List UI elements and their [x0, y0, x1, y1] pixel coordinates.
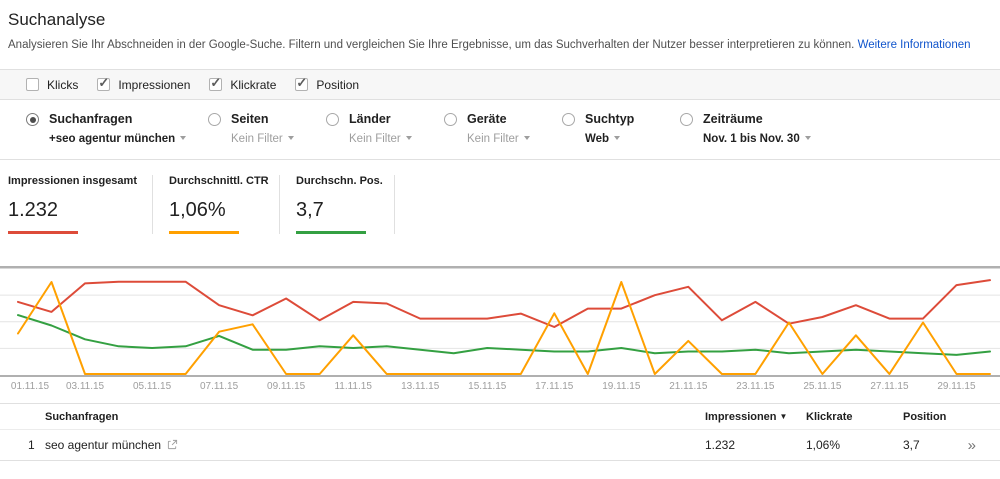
- radio-icon: [680, 113, 693, 126]
- svg-text:13.11.15: 13.11.15: [401, 381, 440, 392]
- dimension-label: Suchtyp: [585, 112, 635, 126]
- dimension-suchanfragen[interactable]: Suchanfragen +seo agentur münchen: [26, 112, 208, 145]
- klicks-checkbox-icon: ✓: [26, 78, 39, 91]
- svg-text:09.11.15: 09.11.15: [267, 381, 306, 392]
- card-label: Durchschn. Pos.: [296, 175, 383, 187]
- dimension-label: Suchanfragen: [49, 112, 133, 126]
- dropdown-arrow-icon: [287, 136, 294, 140]
- card-value: 1.232: [8, 199, 59, 221]
- card-value: 3,7: [296, 199, 324, 221]
- radio-icon: [562, 113, 575, 126]
- row-position: 3,7: [903, 438, 920, 452]
- dimension-filter-value[interactable]: Kein Filter: [349, 133, 412, 145]
- table-header-row: Suchanfragen Impressionen ▼ Klickrate Pos…: [0, 404, 1000, 430]
- external-link-icon[interactable]: [167, 439, 178, 450]
- svg-text:07.11.15: 07.11.15: [200, 381, 239, 392]
- metric-toggle-klickrate[interactable]: ✓ Klickrate: [209, 75, 277, 92]
- page-header: Suchanalyse Analysieren Sie Ihr Abschnei…: [0, 0, 1000, 51]
- metric-label: Klickrate: [230, 77, 277, 92]
- dimension-label: Länder: [349, 112, 391, 126]
- metric-label: Klicks: [47, 77, 79, 92]
- svg-text:15.11.15: 15.11.15: [468, 381, 507, 392]
- dropdown-arrow-icon: [180, 136, 187, 140]
- impressions-column-header[interactable]: Impressionen ▼: [705, 410, 788, 423]
- radio-icon: [26, 113, 39, 126]
- metrics-checkbox-row: ✓ Klicks ✓ Impressionen ✓ Klickrate ✓ Po…: [0, 70, 1000, 100]
- dropdown-arrow-icon: [614, 136, 621, 140]
- page-title: Suchanalyse: [8, 10, 106, 29]
- position-checkbox-icon: ✓: [295, 75, 309, 91]
- dropdown-arrow-icon: [523, 136, 530, 140]
- expand-table-button[interactable]: »: [967, 436, 976, 454]
- query-table: Suchanfragen Impressionen ▼ Klickrate Pos…: [0, 403, 1000, 461]
- dimension-zeitraeume[interactable]: Zeiträume Nov. 1 bis Nov. 30: [680, 112, 811, 145]
- card-color-underline: [169, 231, 239, 234]
- metric-label: Position: [316, 77, 360, 92]
- dimension-label: Geräte: [467, 112, 507, 126]
- svg-text:25.11.15: 25.11.15: [803, 381, 842, 392]
- learn-more-link[interactable]: Weitere Informationen: [857, 39, 971, 51]
- dimension-label: Zeiträume: [703, 112, 763, 126]
- svg-text:01.11.15: 01.11.15: [11, 381, 50, 392]
- metric-toggle-position[interactable]: ✓ Position: [295, 75, 360, 92]
- row-ctr: 1,06%: [806, 438, 841, 452]
- avg-position-card: Durchschn. Pos. 3,7: [296, 175, 395, 234]
- svg-text:23.11.15: 23.11.15: [736, 381, 775, 392]
- svg-text:17.11.15: 17.11.15: [535, 381, 574, 392]
- metric-label: Impressionen: [118, 77, 191, 92]
- dimension-geraete[interactable]: Geräte Kein Filter: [444, 112, 562, 145]
- dimension-filter-value[interactable]: +seo agentur münchen: [49, 133, 187, 145]
- svg-text:19.11.15: 19.11.15: [602, 381, 641, 392]
- svg-text:11.11.15: 11.11.15: [334, 381, 372, 392]
- chart-canvas: 01.11.15 03.11.15 05.11.15 07.11.15 09.11.15…: [0, 266, 1000, 392]
- page-description: Analysieren Sie Ihr Abschneiden in der G…: [8, 39, 992, 51]
- svg-text:27.11.15: 27.11.15: [870, 381, 909, 392]
- dimension-laender[interactable]: Länder Kein Filter: [326, 112, 444, 145]
- radio-icon: [326, 113, 339, 126]
- dimension-filter-value[interactable]: Web: [585, 133, 634, 145]
- radio-icon: [444, 113, 457, 126]
- metric-summary: Impressionen insgesamt 1.232 Durchschnit…: [0, 160, 1000, 234]
- impressions-total-card: Impressionen insgesamt 1.232: [8, 175, 153, 234]
- card-color-underline: [296, 231, 366, 234]
- radio-icon: [208, 113, 221, 126]
- metric-toggle-klicks[interactable]: ✓ Klicks: [26, 78, 78, 92]
- dimension-suchtyp[interactable]: Suchtyp Web: [562, 112, 680, 145]
- svg-text:29.11.15: 29.11.15: [937, 381, 976, 392]
- dimension-filter-value[interactable]: Kein Filter: [231, 133, 294, 145]
- row-impressions: 1.232: [705, 438, 736, 452]
- dimension-seiten[interactable]: Seiten Kein Filter: [208, 112, 326, 145]
- dimension-filter-value[interactable]: Nov. 1 bis Nov. 30: [703, 133, 811, 145]
- svg-text:21.11.15: 21.11.15: [669, 381, 708, 392]
- ctr-column-header[interactable]: Klickrate: [806, 410, 853, 423]
- impressionen-checkbox-icon: ✓: [97, 75, 111, 91]
- dropdown-arrow-icon: [405, 136, 412, 140]
- svg-text:05.11.15: 05.11.15: [133, 381, 172, 392]
- card-label: Impressionen insgesamt: [8, 175, 137, 187]
- filter-panel: ✓ Klicks ✓ Impressionen ✓ Klickrate ✓ Po…: [0, 69, 1000, 160]
- row-query: seo agentur münchen: [45, 438, 700, 452]
- avg-ctr-card: Durchschnittl. CTR 1,06%: [169, 175, 280, 234]
- card-label: Durchschnittl. CTR: [169, 175, 269, 187]
- card-value: 1,06%: [169, 199, 226, 221]
- dimension-label: Seiten: [231, 112, 269, 126]
- dropdown-arrow-icon: [804, 136, 811, 140]
- position-column-header[interactable]: Position: [903, 410, 947, 423]
- dimension-filter-value[interactable]: Kein Filter: [467, 133, 530, 145]
- table-row[interactable]: 1 seo agentur münchen 1.232 1,06% 3,7 »: [0, 430, 1000, 460]
- search-analytics-chart: 01.11.15 03.11.15 05.11.15 07.11.15 09.11.15…: [0, 266, 1000, 394]
- svg-text:03.11.15: 03.11.15: [66, 381, 105, 392]
- dimension-radio-row: Suchanfragen +seo agentur münchen Seiten…: [0, 100, 1000, 159]
- klickrate-checkbox-icon: ✓: [209, 75, 223, 91]
- query-column-header[interactable]: Suchanfragen: [45, 410, 119, 423]
- card-color-underline: [8, 231, 78, 234]
- sort-desc-icon: ▼: [779, 411, 788, 421]
- row-rank: 1: [28, 438, 35, 452]
- metric-toggle-impressionen[interactable]: ✓ Impressionen: [97, 75, 191, 92]
- description-text: Analysieren Sie Ihr Abschneiden in der G…: [8, 39, 855, 51]
